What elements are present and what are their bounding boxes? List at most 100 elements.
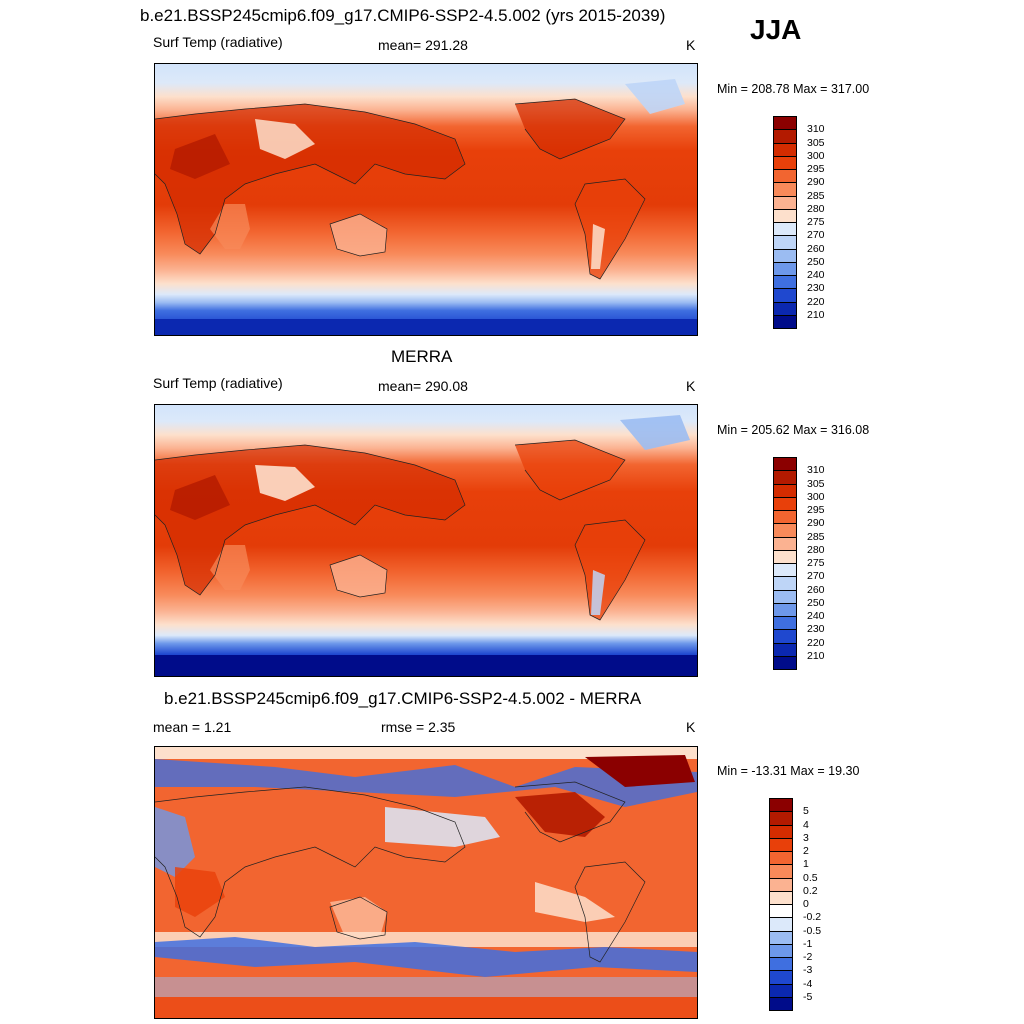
colorbar-swatch xyxy=(769,824,793,839)
colorbar-tick-label: -0.2 xyxy=(803,911,822,924)
colorbar-tick-label: 285 xyxy=(807,530,825,543)
colorbar-swatch xyxy=(773,655,797,670)
colorbar-tick-label: 295 xyxy=(807,163,825,175)
colorbar-swatch xyxy=(773,536,797,551)
colorbar-swatch xyxy=(773,642,797,657)
colorbar-swatch xyxy=(769,930,793,945)
colorbar-tick-label: 1 xyxy=(803,858,809,871)
colorbar-tick-label: -5 xyxy=(803,990,813,1003)
panel-2-mean-label: mean= 290.08 xyxy=(378,378,468,394)
panel-2-colorbar: 310 305 300 295 290 285 280 275 270 260 250 240 230 2… xyxy=(773,457,833,670)
panel-3-rmse-label: rmse = 2.35 xyxy=(381,719,456,735)
panel-2-map-graphic xyxy=(155,405,697,676)
colorbar-swatch xyxy=(769,970,793,985)
colorbar-tick-label: 220 xyxy=(807,295,825,308)
colorbar-swatch xyxy=(769,851,793,866)
panel-1-title: b.e21.BSSP245cmip6.f09_g17.CMIP6-SSP2-4.… xyxy=(140,6,666,25)
colorbar-swatch xyxy=(769,996,793,1011)
colorbar-tick-label: 0.2 xyxy=(803,884,818,897)
panel-1-minmax-label: Min = 208.78 Max = 317.00 xyxy=(717,82,870,96)
colorbar-swatch xyxy=(769,890,793,905)
colorbar-tick-label: 210 xyxy=(807,308,825,321)
colorbar-swatch xyxy=(773,496,797,511)
colorbar-tick-label: 270 xyxy=(807,570,825,583)
colorbar-swatch xyxy=(773,589,797,604)
colorbar-swatch xyxy=(773,457,797,472)
colorbar-tick-label: 2 xyxy=(803,845,809,857)
colorbar-swatch xyxy=(773,261,797,276)
colorbar-swatch xyxy=(773,155,797,170)
colorbar-tick-label: 280 xyxy=(807,543,825,556)
colorbar-tick-label: 310 xyxy=(807,123,825,136)
panel-3-units-label: K xyxy=(686,719,696,735)
panel-1-units-label: K xyxy=(686,37,696,53)
colorbar-swatch xyxy=(769,877,793,892)
colorbar-swatch xyxy=(773,182,797,197)
colorbar-swatch xyxy=(773,549,797,564)
colorbar-swatch xyxy=(773,222,797,237)
colorbar-tick-label: 260 xyxy=(807,583,825,596)
colorbar-swatch xyxy=(773,483,797,498)
colorbar-tick-label: -3 xyxy=(803,964,813,977)
panel-3-map-graphic xyxy=(155,747,697,1018)
panel-3-map xyxy=(154,746,698,1019)
colorbar-swatch xyxy=(773,576,797,591)
colorbar-swatch xyxy=(773,235,797,250)
colorbar-swatch xyxy=(773,602,797,617)
colorbar-tick-label: 250 xyxy=(807,596,825,609)
colorbar-tick-label: 290 xyxy=(807,176,825,189)
colorbar-tick-label: 305 xyxy=(807,136,825,149)
colorbar-tick-label: 210 xyxy=(807,649,825,662)
colorbar-swatch xyxy=(769,943,793,958)
panel-1-mean-label: mean= 291.28 xyxy=(378,37,468,53)
colorbar-tick-label: 220 xyxy=(807,636,825,649)
colorbar-swatch xyxy=(769,798,793,813)
colorbar-swatch xyxy=(773,314,797,329)
colorbar-swatch xyxy=(769,811,793,826)
colorbar-tick-label: -1 xyxy=(803,937,813,950)
colorbar-tick-label: -0.5 xyxy=(803,924,822,937)
colorbar-swatch xyxy=(769,864,793,879)
panel-3-title: b.e21.BSSP245cmip6.f09_g17.CMIP6-SSP2-4.… xyxy=(164,689,642,708)
colorbar-tick-label: 230 xyxy=(807,282,825,295)
colorbar-swatch xyxy=(773,629,797,644)
colorbar-swatch xyxy=(773,301,797,316)
colorbar-tick-label: 0 xyxy=(803,898,809,910)
colorbar-swatch xyxy=(769,957,793,972)
colorbar-swatch xyxy=(773,195,797,210)
colorbar-swatch xyxy=(773,288,797,303)
colorbar-tick-label: 5 xyxy=(803,805,809,818)
colorbar-tick-label: 275 xyxy=(807,216,825,228)
colorbar-swatch xyxy=(773,523,797,538)
colorbar-swatch xyxy=(773,142,797,157)
colorbar-tick-label: 270 xyxy=(807,229,825,242)
panel-1-map xyxy=(154,63,698,336)
colorbar-tick-label: 4 xyxy=(803,818,809,831)
colorbar-tick-label: 240 xyxy=(807,610,825,622)
panel-3-minmax-label: Min = -13.31 Max = 19.30 xyxy=(717,764,860,778)
panel-2-variable-label: Surf Temp (radiative) xyxy=(153,375,283,391)
panel-3-mean-label: mean = 1.21 xyxy=(153,719,232,735)
colorbar-tick-label: 275 xyxy=(807,557,825,569)
colorbar-tick-label: 300 xyxy=(807,490,825,503)
colorbar-tick-label: 250 xyxy=(807,255,825,268)
colorbar-swatch xyxy=(773,116,797,131)
panel-1-map-graphic xyxy=(155,64,697,335)
colorbar-tick-label: 305 xyxy=(807,477,825,490)
colorbar-tick-label: 285 xyxy=(807,189,825,202)
colorbar-tick-label: 295 xyxy=(807,504,825,516)
colorbar-tick-label: 240 xyxy=(807,269,825,281)
colorbar-tick-label: 3 xyxy=(803,831,809,844)
colorbar-tick-label: -4 xyxy=(803,977,813,990)
colorbar-tick-label: 310 xyxy=(807,464,825,477)
panel-2-map xyxy=(154,404,698,677)
colorbar-swatch xyxy=(773,248,797,263)
colorbar-tick-label: 290 xyxy=(807,517,825,530)
panel-2-title: MERRA xyxy=(391,347,453,366)
colorbar-tick-label: -2 xyxy=(803,951,813,963)
colorbar-swatch xyxy=(769,837,793,852)
panel-1-colorbar: 310 305 300 295 290 285 280 275 270 260 250 240 230 2… xyxy=(773,116,833,329)
colorbar-swatch xyxy=(773,510,797,525)
colorbar-tick-label: 300 xyxy=(807,149,825,162)
colorbar-swatch xyxy=(769,904,793,919)
